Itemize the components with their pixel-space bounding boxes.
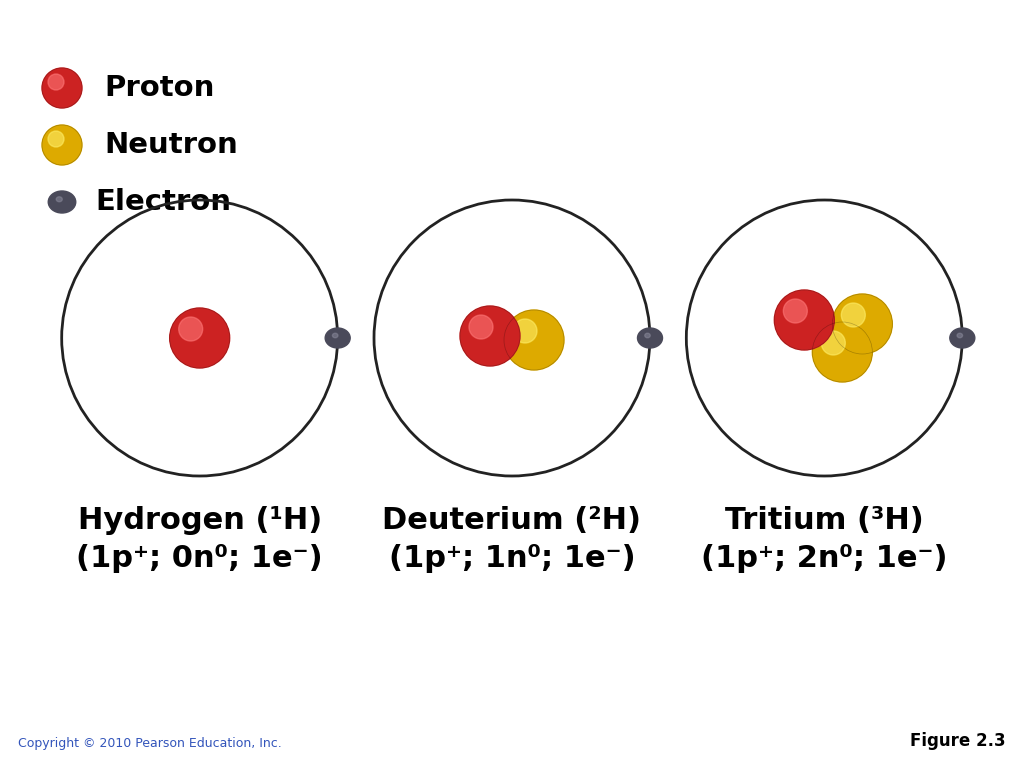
Text: (1p⁺; 1n⁰; 1e⁻): (1p⁺; 1n⁰; 1e⁻): [389, 544, 635, 573]
Ellipse shape: [326, 328, 350, 348]
Ellipse shape: [333, 333, 338, 338]
Circle shape: [178, 317, 203, 341]
Circle shape: [513, 319, 537, 343]
Ellipse shape: [638, 328, 663, 348]
Text: Neutron: Neutron: [104, 131, 238, 159]
Circle shape: [821, 331, 846, 355]
Ellipse shape: [957, 333, 963, 338]
Circle shape: [460, 306, 520, 366]
Circle shape: [42, 68, 82, 108]
Text: Figure 2.3: Figure 2.3: [910, 732, 1006, 750]
Text: (1p⁺; 2n⁰; 1e⁻): (1p⁺; 2n⁰; 1e⁻): [701, 544, 947, 573]
Circle shape: [812, 322, 872, 382]
Ellipse shape: [48, 191, 76, 213]
Circle shape: [170, 308, 229, 368]
Circle shape: [42, 125, 82, 165]
Circle shape: [504, 310, 564, 370]
Text: Electron: Electron: [95, 188, 231, 216]
Circle shape: [783, 299, 807, 323]
Text: Copyright © 2010 Pearson Education, Inc.: Copyright © 2010 Pearson Education, Inc.: [18, 737, 282, 750]
Circle shape: [48, 74, 63, 90]
Text: Tritium (³H): Tritium (³H): [725, 506, 924, 535]
Text: (1p⁺; 0n⁰; 1e⁻): (1p⁺; 0n⁰; 1e⁻): [77, 544, 323, 573]
Circle shape: [842, 303, 865, 327]
Ellipse shape: [645, 333, 650, 338]
Text: Proton: Proton: [104, 74, 214, 102]
Text: Deuterium (²H): Deuterium (²H): [383, 506, 641, 535]
Text: Hydrogen (¹H): Hydrogen (¹H): [78, 506, 322, 535]
Circle shape: [774, 290, 835, 350]
Circle shape: [469, 315, 493, 339]
Ellipse shape: [56, 197, 62, 202]
Circle shape: [833, 294, 892, 354]
Ellipse shape: [950, 328, 975, 348]
Circle shape: [48, 131, 63, 147]
